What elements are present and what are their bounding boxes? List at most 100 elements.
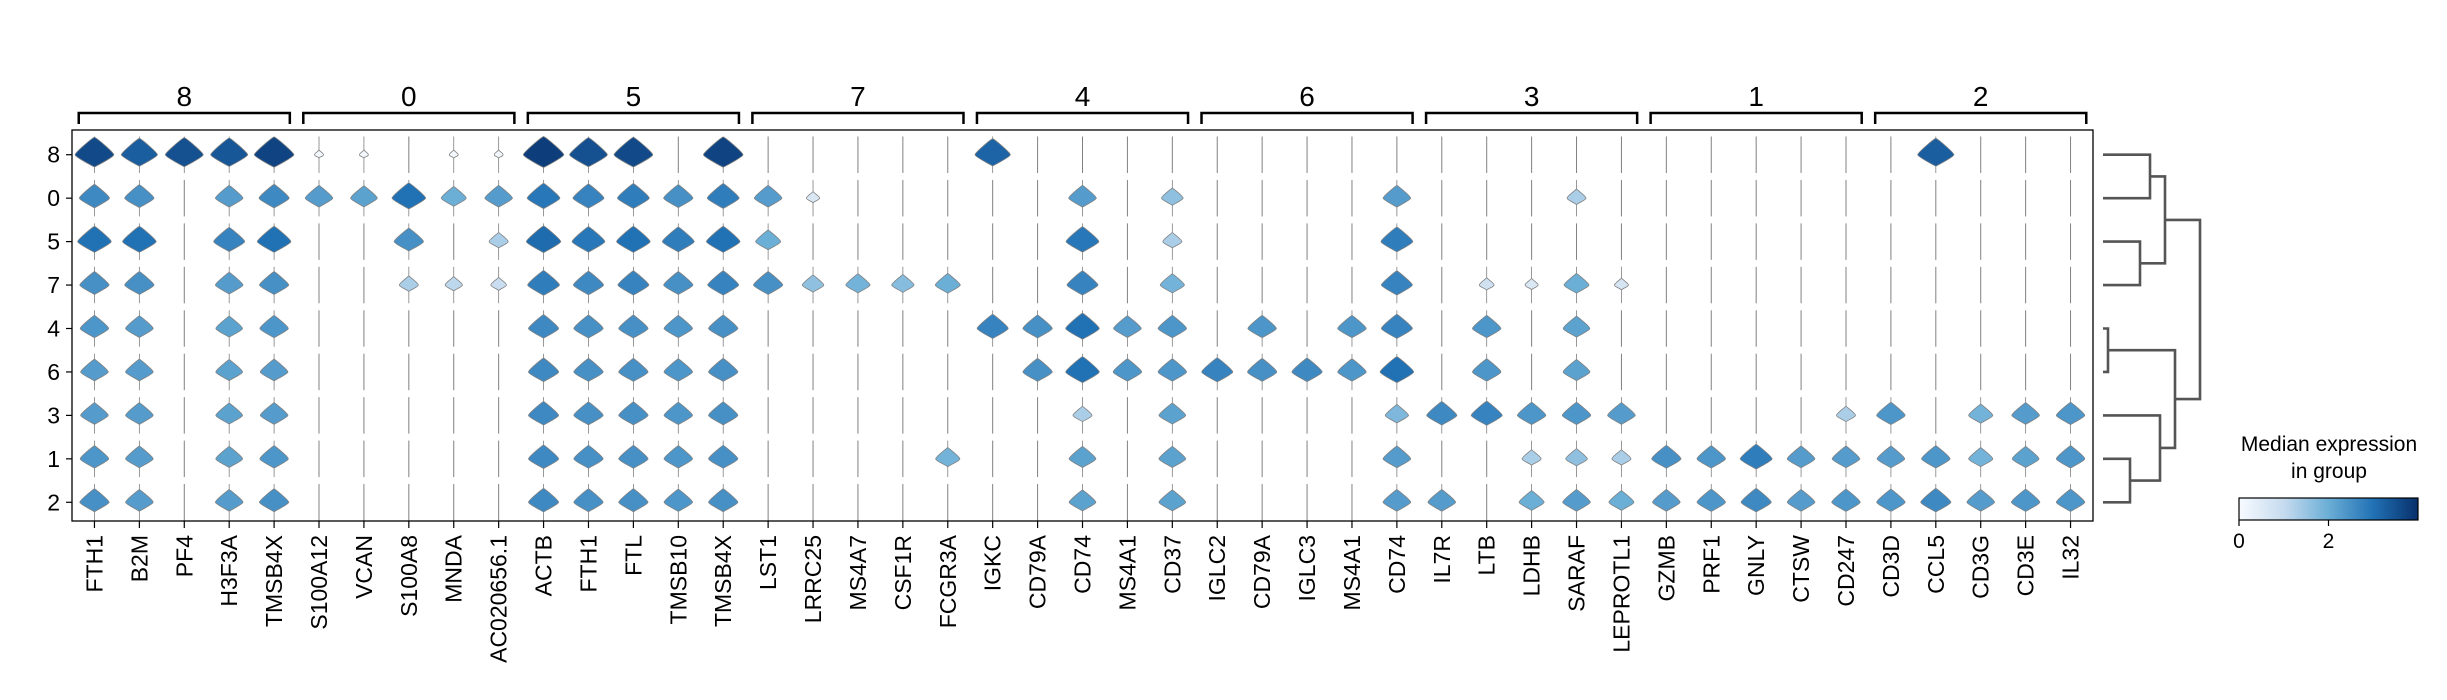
violin-mark: [214, 484, 244, 521]
x-tick-label: TMSB4X: [261, 535, 287, 627]
violin-mark: [79, 484, 110, 521]
violin-mark: [125, 353, 154, 391]
group-bracket: [77, 111, 292, 124]
x-tick-label: PF4: [171, 535, 197, 577]
violin-mark: [1157, 353, 1187, 391]
violin-mark: [1247, 353, 1278, 391]
violin-mark: [1426, 397, 1458, 434]
violin-mark: [350, 179, 378, 217]
violin-mark: [573, 353, 604, 391]
dendrogram-branch: [2103, 240, 2142, 287]
violin-mark: [1022, 310, 1053, 347]
violin-mark: [1518, 484, 1545, 521]
violin-mark: [617, 266, 650, 304]
group-bracket: [302, 111, 516, 124]
y-tick-label: 8: [47, 142, 60, 168]
violin-mark: [1112, 353, 1143, 391]
x-tick-label: PRF1: [1698, 535, 1724, 594]
violin-mark: [528, 310, 560, 347]
violin-mark: [845, 266, 871, 304]
colorbar-tick-label: 2: [2323, 530, 2335, 553]
group-bracket: [526, 111, 741, 124]
violin-mark: [164, 136, 204, 173]
violin-mark: [79, 440, 110, 478]
group-label: 2: [1973, 81, 1989, 112]
violin-mark: [1065, 223, 1100, 260]
violin-mark: [1379, 353, 1415, 391]
violin-mark: [2011, 397, 2040, 434]
violin-mark: [448, 136, 459, 173]
violin-mark: [2055, 440, 2086, 478]
violin-mark: [1066, 266, 1099, 304]
violin-mark: [214, 179, 244, 217]
violin-mark: [1065, 353, 1100, 391]
violin-mark: [1968, 440, 1994, 478]
violin-mark: [1470, 397, 1503, 434]
violin-mark: [1382, 179, 1412, 217]
violin-mark: [753, 179, 783, 217]
violin-mark: [528, 353, 560, 391]
violin-mark: [708, 484, 739, 521]
violin-mark: [753, 266, 784, 304]
violin-mark: [1614, 266, 1629, 304]
violin-mark: [708, 397, 739, 434]
violin-mark: [215, 397, 243, 434]
violin-mark: [801, 266, 825, 304]
violin-mark: [1384, 397, 1409, 434]
x-tick-label: MS4A7: [845, 535, 871, 610]
violin-mark: [393, 223, 424, 260]
dendrogram: [2103, 153, 2202, 504]
violin-mark: [215, 440, 243, 478]
violin-mark: [391, 179, 427, 217]
violin-mark: [528, 440, 560, 478]
violin-mark: [1561, 397, 1592, 434]
violin-mark: [707, 266, 740, 304]
violin-mark: [77, 223, 112, 260]
violin-mark: [528, 484, 560, 521]
violin-mark: [573, 440, 604, 478]
violin-mark: [1072, 397, 1093, 434]
x-tick-label: ACTB: [531, 535, 557, 596]
group-bracket: [1873, 111, 2088, 124]
violin-mark: [2011, 440, 2040, 478]
violin-mark: [1158, 440, 1187, 478]
violin-mark: [484, 179, 513, 217]
violin-mark: [1562, 353, 1591, 391]
violin-mark: [259, 310, 289, 347]
violin-mark: [493, 136, 504, 173]
violin-mark: [573, 397, 604, 434]
x-tick-label: IGKC: [980, 535, 1006, 591]
violin-mark: [1917, 136, 1955, 173]
group-label: 1: [1748, 81, 1764, 112]
violin-mark: [79, 266, 110, 304]
violin-mark: [124, 266, 155, 304]
dendrogram-branch: [2103, 327, 2110, 374]
violin-mark: [1836, 397, 1856, 434]
x-tick-label: MS4A1: [1114, 535, 1140, 610]
violin-mark: [125, 484, 154, 521]
x-tick-label: LRRC25: [800, 535, 826, 623]
y-tick-labels: 8 0 5 7 4 6 3 1 2: [47, 142, 72, 515]
violin-mark: [210, 136, 249, 173]
violin-mark: [706, 223, 741, 260]
x-tick-label: CD74: [1384, 535, 1410, 594]
y-tick-label: 4: [47, 316, 60, 342]
violin-mark: [573, 310, 604, 347]
violin-mark: [663, 353, 693, 391]
violin-mark: [213, 223, 246, 260]
violin-mark: [934, 266, 961, 304]
group-label: 4: [1075, 81, 1091, 112]
violin-mark: [618, 310, 649, 347]
violin-mark: [1472, 310, 1502, 347]
violin-mark: [1831, 484, 1861, 521]
violin-mark: [1337, 353, 1367, 391]
violin-mark: [1786, 484, 1816, 521]
violin-mark: [573, 484, 604, 521]
violin-mark: [214, 266, 244, 304]
violin-mark: [125, 397, 154, 434]
group-label: 0: [401, 81, 417, 112]
x-tick-label: FTH1: [575, 535, 601, 593]
x-tick-label: CD74: [1070, 535, 1096, 594]
violin-mark: [1472, 353, 1502, 391]
